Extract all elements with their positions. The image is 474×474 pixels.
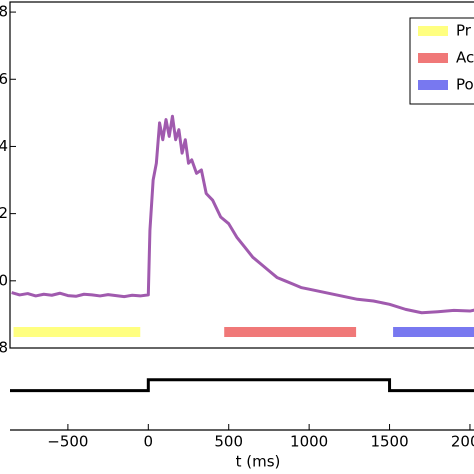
y-tick-label: 1.4 bbox=[0, 137, 8, 155]
y-tick-label: 1.6 bbox=[0, 70, 8, 88]
data-line bbox=[11, 114, 474, 315]
legend-swatch bbox=[418, 80, 448, 90]
plot-frame bbox=[9, 1, 474, 349]
x-tick-label: 500 bbox=[214, 433, 243, 451]
legend-swatch bbox=[418, 53, 448, 63]
y-tick-label: 1.2 bbox=[0, 204, 8, 222]
window-band bbox=[13, 327, 141, 337]
stimulus-line bbox=[10, 378, 474, 393]
x-tick-label: 0 bbox=[144, 433, 154, 451]
window-band bbox=[393, 327, 474, 337]
window-band bbox=[224, 327, 357, 337]
y-tick-label: 1.0 bbox=[0, 271, 8, 289]
x-tick-label: 1000 bbox=[290, 433, 328, 451]
y-tick-label: 1.8 bbox=[0, 3, 8, 21]
legend-label: Pr bbox=[456, 22, 472, 40]
x-axis-label: t (ms) bbox=[236, 453, 281, 471]
legend-label: Po bbox=[456, 76, 474, 94]
legend-label: Ac bbox=[456, 49, 474, 67]
legend-swatch bbox=[418, 26, 448, 36]
y-tick-label: 0.8 bbox=[0, 339, 8, 357]
x-tick-label: −500 bbox=[47, 433, 88, 451]
x-tick-label: 1500 bbox=[370, 433, 408, 451]
x-tick-label: 2000 bbox=[451, 433, 474, 451]
